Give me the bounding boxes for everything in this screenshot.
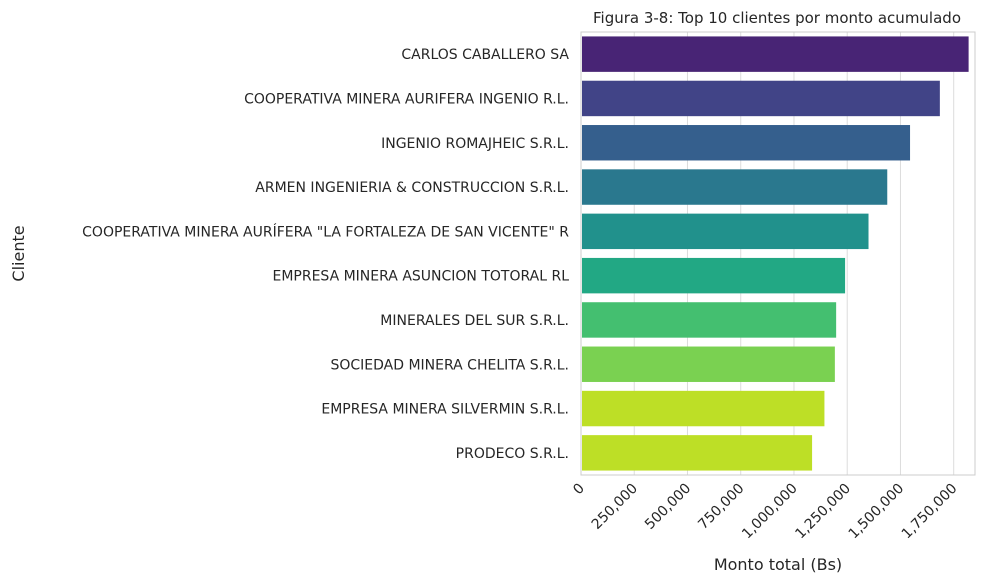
x-tick-label: 1,500,000 (846, 481, 908, 543)
x-tick-label: 750,000 (695, 481, 747, 533)
y-tick-label: INGENIO ROMAJHEIC S.R.L. (381, 136, 569, 152)
bar (582, 346, 835, 382)
x-tick-label: 1,750,000 (899, 481, 961, 543)
y-tick-label: ARMEN INGENIERIA & CONSTRUCCION S.R.L. (255, 180, 569, 196)
y-tick-label: EMPRESA MINERA SILVERMIN S.R.L. (321, 402, 569, 418)
y-tick-label: CARLOS CABALLERO SA (401, 47, 569, 63)
y-axis-label: Cliente (9, 225, 28, 281)
y-tick-label: COOPERATIVA MINERA AURÍFERA "LA FORTALEZ… (82, 223, 569, 240)
bar (582, 213, 869, 250)
y-tick-label: PRODECO S.R.L. (456, 446, 569, 462)
chart-title: Figura 3-8: Top 10 clientes por monto ac… (593, 9, 961, 27)
bar (582, 257, 846, 294)
bar (582, 169, 888, 205)
y-tick-label: SOCIEDAD MINERA CHELITA S.R.L. (330, 357, 569, 373)
y-tick-label: COOPERATIVA MINERA AURIFERA INGENIO R.L. (244, 91, 569, 107)
x-tick-label: 500,000 (642, 481, 694, 533)
x-tick-label: 250,000 (589, 481, 641, 533)
bar (582, 125, 911, 161)
x-tick-label: 1,000,000 (739, 481, 801, 543)
bar (582, 390, 825, 427)
x-axis-label: Monto total (Bs) (714, 555, 842, 574)
bar (582, 36, 969, 72)
x-tick-label: 0 (570, 481, 588, 499)
x-tick-label: 1,250,000 (792, 481, 854, 543)
bar (582, 80, 940, 117)
x-tick-labels: 0 250,000 500,000 750,0001,000,0001,250,000… (570, 481, 960, 543)
y-tick-label: MINERALES DEL SUR S.R.L. (380, 313, 569, 329)
plot-frame (580, 31, 976, 476)
bars (582, 36, 969, 471)
y-tick-labels: CARLOS CABALLERO SA COOPERATIVA MINERA AU… (82, 47, 569, 462)
bar (582, 435, 813, 471)
bar (582, 302, 837, 338)
y-tick-label: EMPRESA MINERA ASUNCION TOTORAL RL (272, 269, 569, 285)
